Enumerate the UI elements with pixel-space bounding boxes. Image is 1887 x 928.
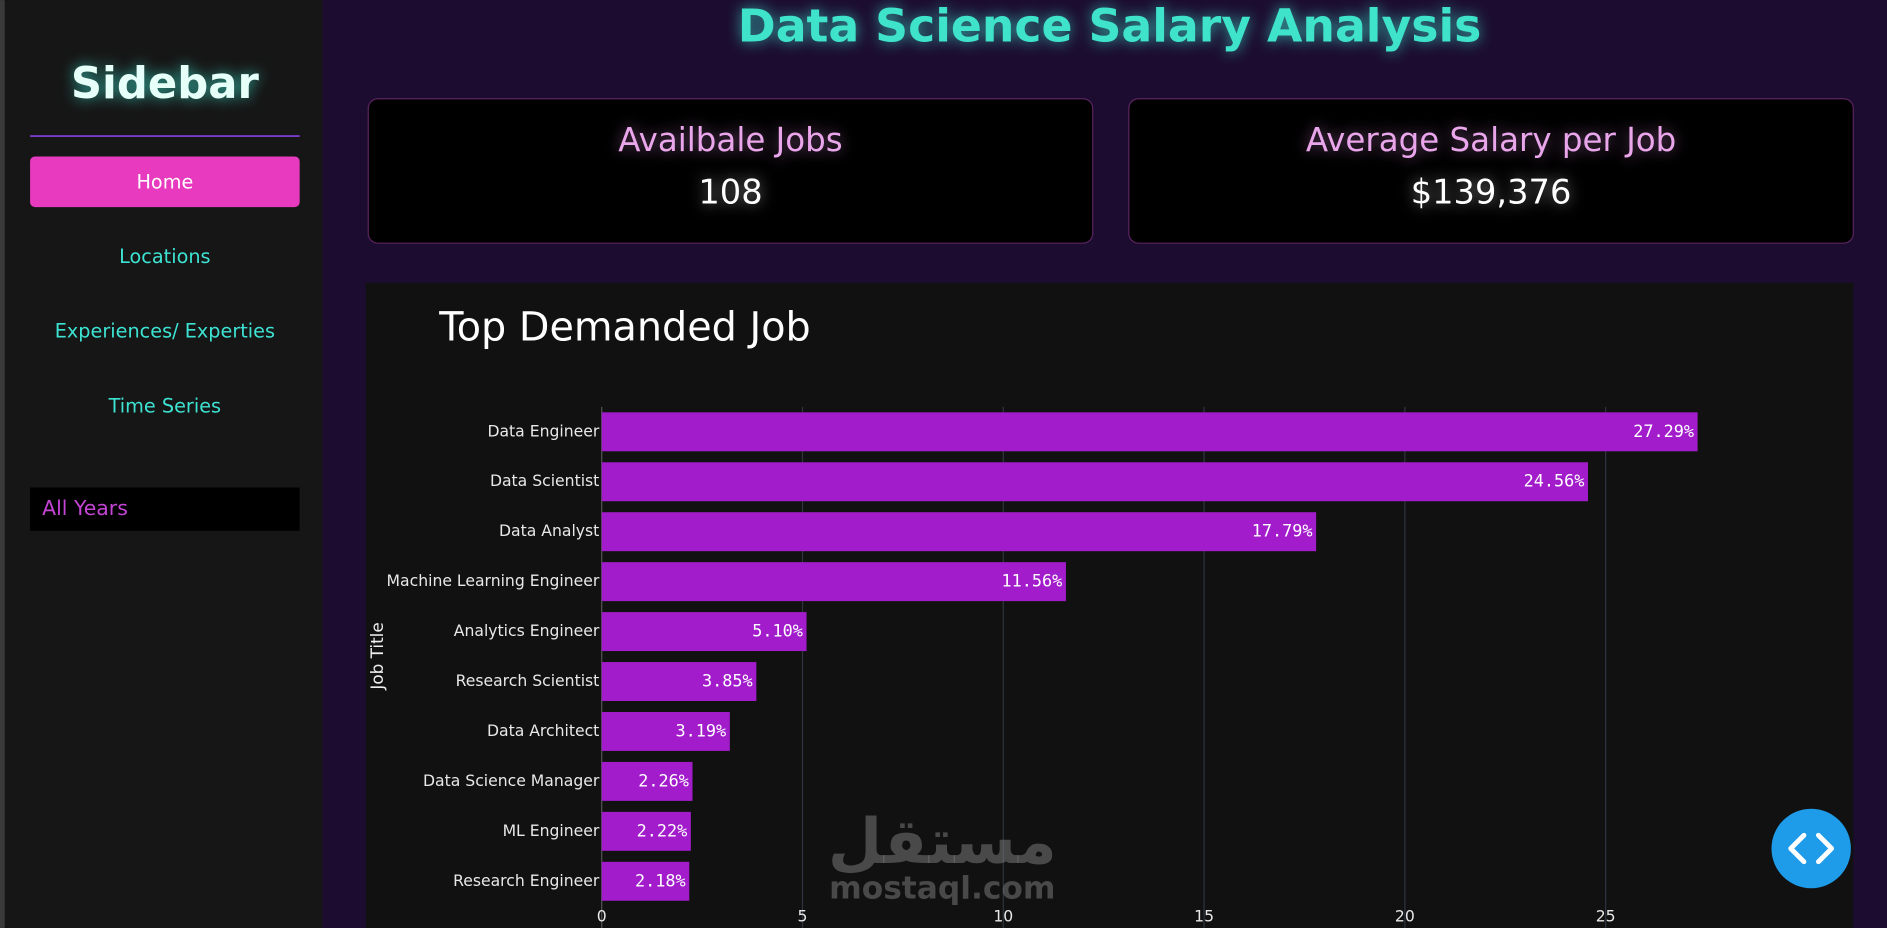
x-tick-label: 5 <box>798 907 808 926</box>
x-tick-label: 20 <box>1395 907 1415 926</box>
watermark: mostaql.com <box>829 870 1055 906</box>
bar <box>601 412 1698 452</box>
watermark: مستقل <box>828 805 1057 878</box>
y-axis-title: Job Title <box>367 622 387 690</box>
y-tick-label: Data Scientist <box>490 471 599 490</box>
filter-value[interactable]: All Years <box>42 496 128 520</box>
sidebar-title: Sidebar <box>71 59 260 109</box>
page-title: Data Science Salary Analysis <box>738 0 1482 52</box>
bar-value-label: 3.85% <box>702 671 753 691</box>
nav-active-bg[interactable] <box>30 156 300 208</box>
chart-title: Top Demanded Job <box>438 304 810 350</box>
bar-value-label: 2.22% <box>637 820 688 840</box>
kpi-title: Availbale Jobs <box>618 121 842 159</box>
bar <box>601 861 690 901</box>
kpi-title: Average Salary per Job <box>1306 121 1676 159</box>
y-tick-label: ML Engineer <box>503 821 600 840</box>
code-icon <box>1788 832 1835 865</box>
bar <box>601 711 730 751</box>
x-tick-label: 0 <box>597 907 607 926</box>
x-tick-label: 25 <box>1596 907 1616 926</box>
bar <box>601 462 1588 502</box>
plot: 0 5 10 15 20 25 Data Engineer 27.29% Data Scient… <box>387 406 1698 928</box>
bar <box>601 562 1066 602</box>
sidebar <box>4 0 323 928</box>
window-edge <box>0 0 5 928</box>
x-tick-label: 10 <box>993 907 1013 926</box>
y-tick-label: Data Science Manager <box>423 771 600 790</box>
kpi-value: $139,376 <box>1411 172 1572 211</box>
y-tick-label: Research Engineer <box>453 871 600 890</box>
bar <box>601 612 807 652</box>
bar <box>601 512 1317 552</box>
filter-select[interactable] <box>30 487 300 531</box>
y-tick-label: Machine Learning Engineer <box>387 571 600 590</box>
y-tick-label: Data Engineer <box>487 421 599 440</box>
bar-value-label: 11.56% <box>1002 571 1063 591</box>
nav-item[interactable]: Time Series <box>108 394 221 417</box>
bar-value-label: 27.29% <box>1633 421 1694 441</box>
bar-value-label: 3.19% <box>676 720 727 740</box>
bar-value-label: 24.56% <box>1524 471 1585 491</box>
code-button[interactable] <box>1771 808 1851 889</box>
x-tick-label: 15 <box>1194 907 1214 926</box>
kpi-value: 108 <box>698 172 762 211</box>
bar-value-label: 17.79% <box>1252 521 1313 541</box>
bar <box>601 811 691 851</box>
kpi-card <box>367 98 1094 244</box>
y-tick-label: Data Architect <box>487 721 599 740</box>
y-tick-label: Analytics Engineer <box>454 621 600 640</box>
y-tick-label: Data Analyst <box>499 521 599 540</box>
bar <box>601 761 693 801</box>
nav-item[interactable]: Locations <box>119 245 210 268</box>
nav-item[interactable]: Home <box>136 170 193 193</box>
bar <box>601 662 757 702</box>
kpi-card <box>1128 98 1854 244</box>
bar-value-label: 2.26% <box>638 770 689 790</box>
bar-value-label: 5.10% <box>752 621 803 641</box>
y-tick-label: Research Scientist <box>456 671 600 690</box>
nav-item[interactable]: Experiences/ Experties <box>55 320 275 343</box>
bar-value-label: 2.18% <box>635 870 686 890</box>
